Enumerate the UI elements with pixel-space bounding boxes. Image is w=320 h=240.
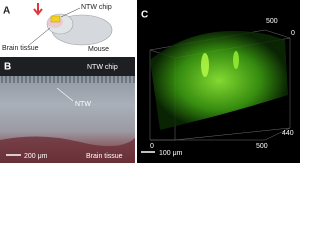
cell: [201, 53, 209, 77]
pointer: [60, 7, 81, 18]
panel-c: C 500 0 440 0 500 100 μm: [137, 0, 300, 163]
chip-band: [0, 57, 135, 76]
page: {"panels": { "a": {"label": "A", "chip":…: [0, 0, 300, 163]
figure: A NTW chip Brain tissue Mouse B NTW chip…: [0, 0, 300, 163]
panel-a: A NTW chip Brain tissue Mouse: [2, 3, 113, 53]
scale-label: 100 μm: [159, 150, 183, 157]
axis-label: 0: [150, 143, 154, 150]
tissue: [0, 136, 135, 163]
pointer: [56, 87, 74, 102]
label: NTW chip: [81, 4, 112, 11]
arrow: [33, 3, 43, 16]
label: NTW chip: [87, 64, 118, 71]
axis-label: 0: [291, 30, 295, 37]
pointer: [27, 27, 51, 47]
axis-label: 500: [266, 18, 278, 25]
label: Brain tissue: [86, 153, 123, 160]
panel-b: B NTW chip NTW 200 μm Brain tissue: [0, 57, 135, 163]
axis-label: 500: [256, 143, 268, 150]
cell: [233, 51, 239, 69]
label: Brain tissue: [2, 45, 39, 52]
panel-label: B: [4, 62, 11, 73]
panel-label: A: [3, 6, 10, 17]
needles: [0, 76, 135, 83]
panel-label: C: [141, 10, 148, 21]
scale-label: 200 μm: [24, 153, 48, 160]
chip: [50, 15, 61, 23]
green-signal: [150, 30, 288, 131]
label: NTW: [75, 101, 91, 108]
label: Mouse: [88, 46, 109, 53]
axis-label: 440: [282, 130, 294, 137]
